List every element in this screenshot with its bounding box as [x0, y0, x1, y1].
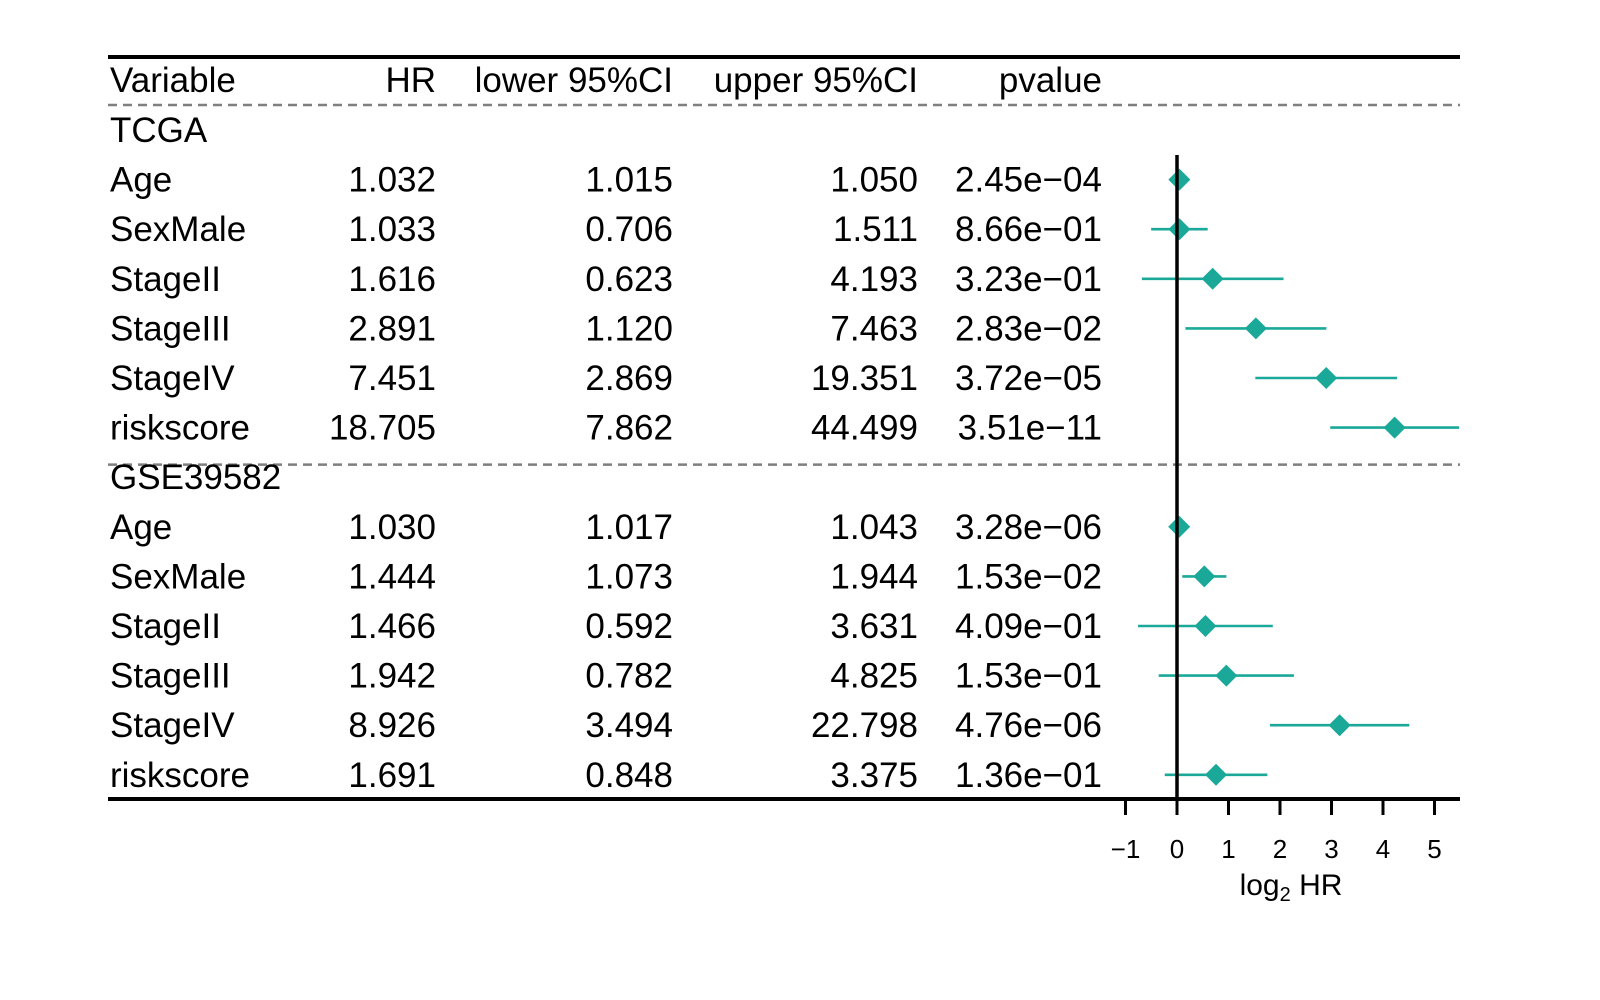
row-lower-ci: 7.862 [585, 409, 673, 448]
row-hr: 1.444 [348, 557, 436, 596]
hr-point [1193, 565, 1216, 588]
x-axis-label-sub: 2 [1280, 884, 1291, 906]
hr-point [1205, 763, 1228, 786]
hr-point [1315, 367, 1338, 389]
row-lower-ci: 1.120 [585, 309, 673, 348]
plot-area [1138, 155, 1459, 799]
row-variable: StageII [110, 607, 221, 646]
row-hr: 1.942 [348, 657, 436, 696]
row-upper-ci: 3.631 [830, 607, 918, 646]
row-lower-ci: 0.592 [585, 607, 673, 646]
row-pvalue: 1.53e−02 [955, 557, 1102, 596]
row-lower-ci: 2.869 [585, 359, 673, 398]
group-label: GSE39582 [110, 458, 281, 497]
tick-label: 4 [1376, 834, 1390, 864]
x-axis-label: log2 HR [1240, 869, 1343, 906]
row-upper-ci: 4.825 [830, 657, 918, 696]
row-lower-ci: 1.015 [585, 161, 673, 200]
row-pvalue: 3.72e−05 [955, 359, 1102, 398]
hr-point [1168, 168, 1191, 191]
row-variable: Age [110, 508, 172, 547]
row-upper-ci: 1.043 [830, 508, 918, 547]
row-variable: StageIII [110, 657, 231, 696]
row-pvalue: 3.23e−01 [955, 260, 1102, 299]
row-variable: Age [110, 161, 172, 200]
header-pvalue: pvalue [999, 61, 1102, 100]
row-variable: riskscore [110, 756, 250, 795]
row-hr: 2.891 [348, 309, 436, 348]
row-upper-ci: 1.511 [833, 210, 918, 249]
header-hr: HR [385, 61, 436, 100]
hr-point [1328, 714, 1351, 737]
row-upper-ci: 22.798 [811, 706, 918, 745]
table: Variable HR lower 95%CI upper 95%CI pvalue TC… [108, 55, 1460, 801]
row-upper-ci: 4.193 [830, 260, 918, 299]
tick-label: −1 [1111, 834, 1141, 864]
hr-point [1383, 416, 1406, 439]
row-variable: StageII [110, 260, 221, 299]
row-lower-ci: 0.848 [585, 756, 673, 795]
row-hr: 1.030 [348, 508, 436, 547]
row-lower-ci: 3.494 [585, 706, 673, 745]
row-pvalue: 8.66e−01 [955, 210, 1102, 249]
row-variable: StageIV [110, 359, 235, 398]
header-variable: Variable [110, 61, 236, 100]
x-axis-label-tail: HR [1291, 869, 1343, 902]
row-pvalue: 3.51e−11 [958, 409, 1102, 448]
tick-label: 0 [1170, 834, 1184, 864]
row-upper-ci: 1.944 [830, 557, 918, 596]
row-variable: SexMale [110, 557, 246, 596]
row-upper-ci: 1.050 [830, 161, 918, 200]
row-hr: 1.616 [348, 260, 436, 299]
row-hr: 7.451 [348, 359, 436, 398]
row-lower-ci: 1.017 [585, 508, 673, 547]
row-pvalue: 1.36e−01 [955, 756, 1102, 795]
row-pvalue: 1.53e−01 [955, 657, 1102, 696]
row-hr: 1.466 [348, 607, 436, 646]
row-hr: 1.032 [348, 161, 436, 200]
row-pvalue: 4.76e−06 [955, 706, 1102, 745]
hr-point [1244, 317, 1267, 340]
row-lower-ci: 0.623 [585, 260, 673, 299]
group-label: TCGA [110, 111, 208, 150]
row-upper-ci: 19.351 [811, 359, 918, 398]
row-lower-ci: 1.073 [585, 557, 673, 596]
row-upper-ci: 7.463 [830, 309, 918, 348]
row-pvalue: 2.83e−02 [955, 309, 1102, 348]
row-lower-ci: 0.782 [585, 657, 673, 696]
hr-point [1194, 615, 1217, 637]
hr-point [1168, 218, 1191, 241]
row-variable: SexMale [110, 210, 246, 249]
row-variable: StageIII [110, 309, 231, 348]
row-hr: 1.691 [348, 756, 436, 795]
header-lower-ci: lower 95%CI [475, 61, 673, 100]
tick-label: 5 [1427, 834, 1441, 864]
row-pvalue: 4.09e−01 [955, 607, 1102, 646]
x-axis-label-main: log [1240, 869, 1280, 902]
row-pvalue: 3.28e−06 [955, 508, 1102, 547]
row-hr: 1.033 [348, 210, 436, 249]
hr-point [1215, 664, 1238, 687]
row-hr: 18.705 [329, 409, 436, 448]
header-upper-ci: upper 95%CI [714, 61, 918, 100]
row-variable: riskscore [110, 409, 250, 448]
row-lower-ci: 0.706 [585, 210, 673, 249]
row-pvalue: 2.45e−04 [955, 161, 1102, 200]
hr-point [1168, 515, 1191, 538]
row-upper-ci: 3.375 [830, 756, 918, 795]
tick-label: 3 [1324, 834, 1338, 864]
row-upper-ci: 44.499 [811, 409, 918, 448]
row-hr: 8.926 [348, 706, 436, 745]
row-variable: StageIV [110, 706, 235, 745]
tick-label: 1 [1221, 834, 1235, 864]
hr-point [1201, 267, 1224, 290]
tick-label: 2 [1273, 834, 1287, 864]
